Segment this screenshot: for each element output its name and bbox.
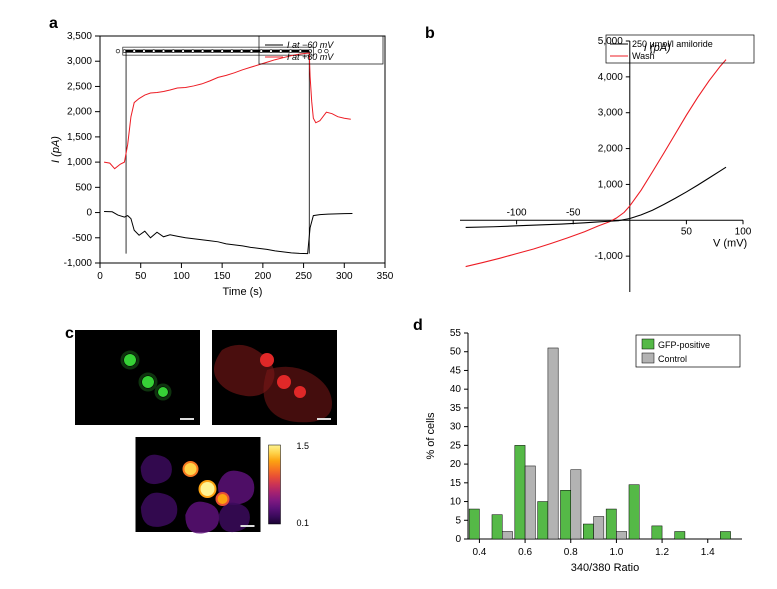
svg-text:% of cells: % of cells (425, 412, 437, 460)
svg-text:Wash: Wash (632, 51, 655, 61)
svg-text:5: 5 (455, 515, 461, 526)
panel-c-images: 1.5 0.1 (75, 330, 395, 570)
svg-text:250 μmol/l amiloride: 250 μmol/l amiloride (632, 39, 713, 49)
svg-text:0.4: 0.4 (472, 547, 486, 558)
svg-text:150: 150 (214, 271, 231, 282)
svg-text:0.6: 0.6 (518, 547, 532, 558)
svg-text:1,000: 1,000 (67, 157, 92, 168)
panel-d-chart: 0 5 10 15 20 25 30 35 40 45 50 55 0.4 0.6 0.8 1.0 1.2 1.4… (420, 325, 750, 575)
svg-text:3,500: 3,500 (67, 31, 92, 42)
svg-text:40: 40 (450, 384, 462, 395)
svg-text:Control: Control (658, 354, 687, 364)
svg-text:55: 55 (450, 328, 462, 339)
panel-c-label: c (65, 325, 74, 343)
svg-text:1.0: 1.0 (609, 547, 623, 558)
svg-text:50: 50 (450, 347, 462, 358)
svg-text:4,000: 4,000 (598, 72, 623, 83)
svg-text:500: 500 (75, 182, 92, 193)
svg-text:100: 100 (173, 271, 190, 282)
svg-text:3,000: 3,000 (598, 108, 623, 119)
svg-text:2,000: 2,000 (67, 107, 92, 118)
svg-text:0.1: 0.1 (297, 518, 310, 528)
svg-text:5,000: 5,000 (598, 36, 623, 47)
panel-a-chart: 0 50 100 150 200 250 300 350 -1,000 -500 0 500 1,000… (45, 21, 395, 301)
svg-text:0.8: 0.8 (564, 547, 578, 558)
svg-text:-500: -500 (72, 233, 92, 244)
svg-text:V (mV): V (mV) (713, 237, 747, 249)
svg-text:0: 0 (86, 208, 92, 219)
svg-text:20: 20 (450, 459, 462, 470)
svg-text:10: 10 (450, 497, 462, 508)
svg-text:I at +60 mV: I at +60 mV (287, 52, 334, 62)
svg-text:GFP-positive: GFP-positive (658, 340, 710, 350)
svg-text:0: 0 (97, 271, 103, 282)
svg-text:1.4: 1.4 (701, 547, 715, 558)
svg-text:25: 25 (450, 440, 462, 451)
svg-text:30: 30 (450, 422, 462, 433)
svg-text:-50: -50 (566, 207, 581, 218)
svg-text:100: 100 (735, 226, 752, 237)
panel-b-chart: -100 -50 50 100 -1,000 1,000 2,000 3,000 4,000 5,… (435, 29, 755, 304)
svg-text:350: 350 (377, 271, 394, 282)
panel-b-label: b (425, 25, 435, 43)
svg-text:2,000: 2,000 (598, 144, 623, 155)
svg-text:I (pA): I (pA) (50, 136, 62, 163)
svg-text:-1,000: -1,000 (594, 251, 623, 262)
svg-text:15: 15 (450, 478, 462, 489)
svg-text:1,500: 1,500 (67, 132, 92, 143)
svg-text:-100: -100 (507, 207, 527, 218)
svg-text:300: 300 (336, 271, 353, 282)
svg-text:1.5: 1.5 (297, 441, 310, 451)
svg-text:50: 50 (681, 226, 693, 237)
svg-text:Time (s): Time (s) (223, 286, 263, 298)
svg-text:0: 0 (455, 534, 461, 545)
svg-text:340/380 Ratio: 340/380 Ratio (571, 562, 640, 574)
svg-text:3,000: 3,000 (67, 56, 92, 67)
svg-text:I at −60 mV: I at −60 mV (287, 40, 334, 50)
svg-text:45: 45 (450, 365, 462, 376)
svg-text:35: 35 (450, 403, 462, 414)
svg-text:250: 250 (295, 271, 312, 282)
svg-text:50: 50 (135, 271, 147, 282)
svg-text:-1,000: -1,000 (64, 258, 93, 269)
svg-text:1.2: 1.2 (655, 547, 669, 558)
svg-text:2,500: 2,500 (67, 81, 92, 92)
svg-text:200: 200 (255, 271, 272, 282)
svg-text:1,000: 1,000 (598, 179, 623, 190)
